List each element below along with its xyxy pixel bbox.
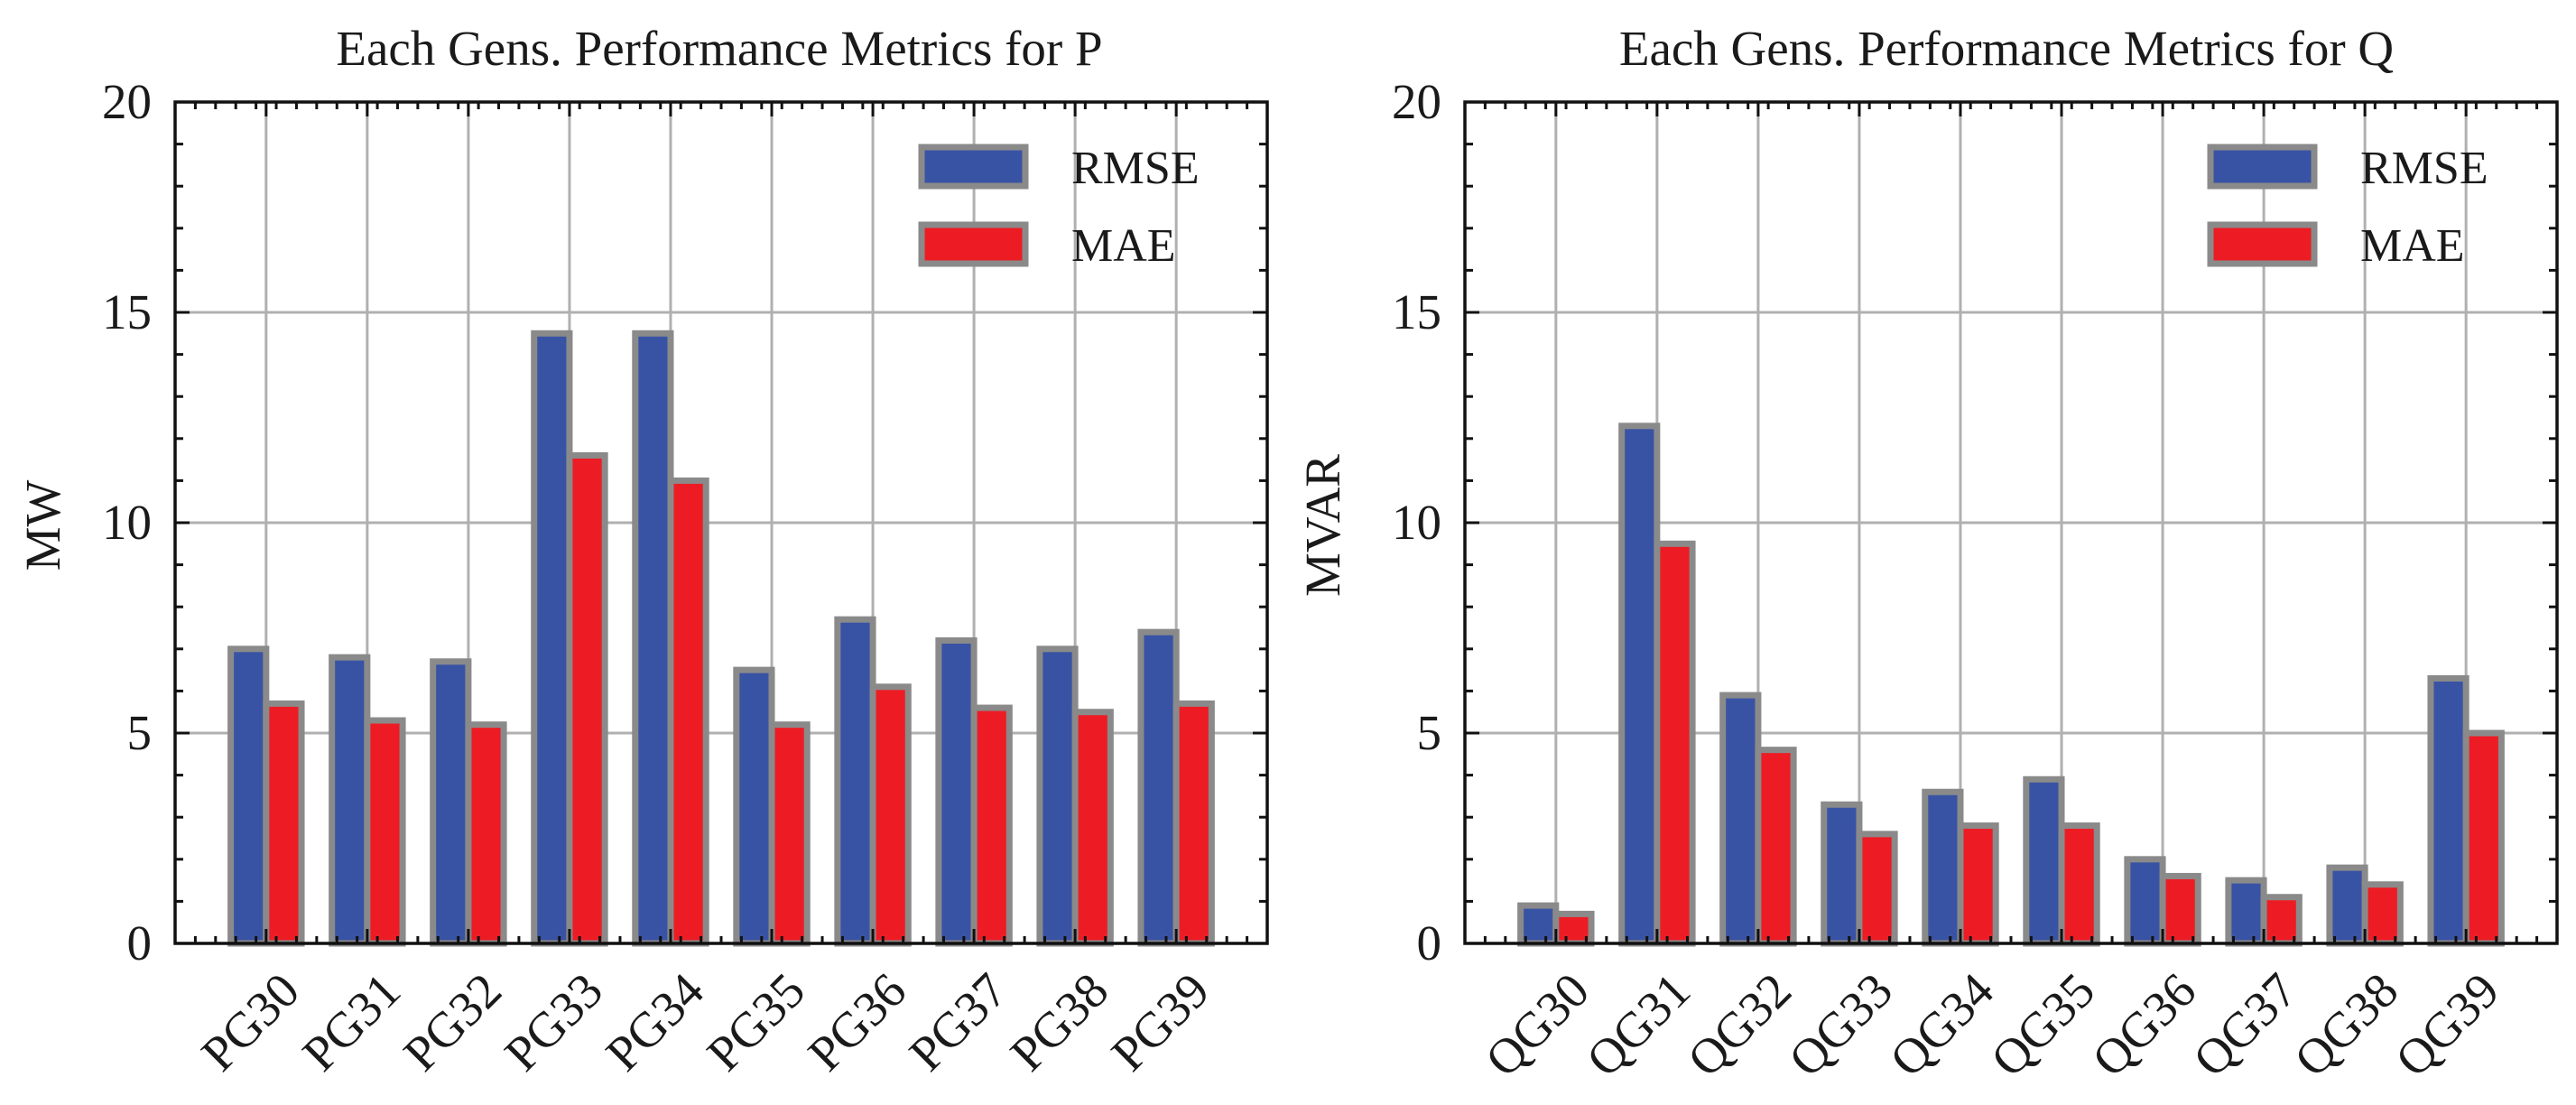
chart-title: Each Gens. Performance Metrics for P — [336, 21, 1102, 76]
x-tick-label: PG38 — [1000, 962, 1119, 1082]
legend-label-mae: MAE — [1071, 220, 1176, 272]
bar-rmse-pg32 — [430, 658, 472, 947]
x-tick-label: QG34 — [1879, 962, 2004, 1087]
x-tick-label: PG33 — [494, 962, 613, 1082]
x-tick-labels: PG30 PG31 PG32 PG33 PG34 PG35 PG36 PG37 … — [190, 962, 1219, 1082]
plot-area — [1463, 100, 2559, 947]
y-axis-label: MVAR — [1295, 454, 1350, 597]
x-tick-label: PG34 — [595, 962, 714, 1082]
y-tick-label: 20 — [102, 74, 152, 129]
x-tick-label: QG32 — [1677, 962, 1802, 1087]
bar-rmse-qg35 — [2023, 775, 2065, 947]
bar-rmse-pg34 — [632, 330, 674, 947]
bar-mae-qg31 — [1654, 540, 1696, 947]
plot-area — [173, 100, 1269, 947]
bar-mae-pg37 — [970, 704, 1013, 947]
bar-rmse-qg38 — [2326, 864, 2368, 947]
x-tick-label: QG36 — [2081, 962, 2206, 1087]
x-tick-label: PG39 — [1101, 962, 1220, 1082]
bar-rmse-pg38 — [1036, 645, 1079, 947]
bar-mae-pg31 — [364, 717, 406, 947]
y-tick-label: 0 — [127, 915, 153, 970]
chart-title: Each Gens. Performance Metrics for Q — [1619, 21, 2394, 76]
x-tick-label: QG35 — [1980, 962, 2105, 1087]
legend-swatch-rmse — [2207, 144, 2318, 190]
x-tick-label: QG33 — [1778, 962, 1903, 1087]
legend-swatch-mae — [918, 221, 1029, 267]
bar-rmse-pg39 — [1137, 628, 1180, 947]
bar-mae-qg38 — [2361, 881, 2404, 947]
legend: RMSE MAE — [2207, 143, 2488, 272]
legend: RMSE MAE — [918, 143, 1200, 272]
bar-mae-qg34 — [1957, 822, 1999, 947]
y-tick-label: 0 — [1417, 915, 1442, 970]
bar-rmse-pg35 — [733, 666, 775, 947]
y-tick-label: 10 — [102, 495, 152, 550]
bar-mae-pg30 — [263, 700, 305, 947]
x-tick-label: PG32 — [393, 962, 512, 1082]
bar-mae-qg39 — [2462, 729, 2505, 947]
bar-mae-pg32 — [465, 721, 507, 947]
y-tick-labels: 0 5 10 15 20 — [102, 74, 152, 970]
bar-rmse-qg37 — [2225, 877, 2267, 947]
legend-label-rmse: RMSE — [1071, 143, 1200, 194]
bar-rmse-qg39 — [2427, 674, 2469, 947]
x-tick-labels: QG30 QG31 QG32 QG33 QG34 QG35 QG36 QG37 … — [1475, 962, 2510, 1087]
bar-mae-pg38 — [1071, 709, 1114, 947]
bar-rmse-pg31 — [329, 654, 371, 947]
bar-rmse-qg32 — [1719, 692, 1762, 947]
x-tick-label: PG35 — [696, 962, 815, 1082]
bar-mae-pg36 — [869, 683, 912, 947]
y-tick-label: 5 — [1417, 705, 1442, 760]
bar-rmse-qg36 — [2124, 856, 2166, 947]
legend-swatch-mae — [2207, 221, 2318, 267]
x-tick-label: PG37 — [899, 962, 1018, 1082]
legend-label-mae: MAE — [2360, 220, 2465, 272]
bar-rmse-qg31 — [1618, 422, 1661, 947]
bar-mae-pg39 — [1172, 700, 1215, 947]
x-tick-label: PG31 — [292, 962, 411, 1082]
y-tick-labels: 0 5 10 15 20 — [1392, 74, 1441, 970]
chart-panel-p: Each Gens. Performance Metrics for P MW … — [15, 21, 1269, 1082]
bar-mae-qg33 — [1856, 831, 1898, 947]
bar-rmse-pg37 — [935, 636, 978, 947]
x-tick-label: QG30 — [1475, 962, 1599, 1087]
bar-mae-qg32 — [1755, 747, 1797, 947]
bar-rmse-pg36 — [834, 616, 876, 947]
x-tick-label: QG37 — [2182, 962, 2307, 1087]
x-tick-label: QG39 — [2385, 962, 2509, 1087]
bar-mae-pg34 — [667, 477, 709, 947]
bar-mae-qg35 — [2058, 822, 2100, 947]
chart-panel-q: Each Gens. Performance Metrics for Q MVA… — [1295, 21, 2559, 1087]
y-axis-label: MW — [15, 480, 70, 571]
legend-label-rmse: RMSE — [2360, 143, 2488, 194]
y-tick-label: 20 — [1392, 74, 1441, 129]
x-tick-label: PG30 — [190, 962, 310, 1082]
x-tick-label: PG36 — [798, 962, 917, 1082]
y-tick-label: 15 — [1392, 284, 1441, 339]
bar-mae-qg36 — [2159, 872, 2201, 947]
y-tick-label: 10 — [1392, 495, 1441, 550]
bar-mae-pg33 — [566, 451, 608, 947]
bar-rmse-qg33 — [1821, 801, 1863, 947]
bar-rmse-pg33 — [531, 330, 573, 947]
y-tick-label: 5 — [127, 705, 153, 760]
x-tick-label: QG38 — [2284, 962, 2408, 1087]
bar-mae-pg35 — [768, 721, 811, 947]
bar-rmse-pg30 — [227, 645, 270, 947]
x-tick-label: QG31 — [1576, 962, 1700, 1087]
legend-swatch-rmse — [918, 144, 1029, 190]
y-tick-label: 15 — [102, 284, 152, 339]
bar-rmse-qg34 — [1922, 788, 1964, 947]
